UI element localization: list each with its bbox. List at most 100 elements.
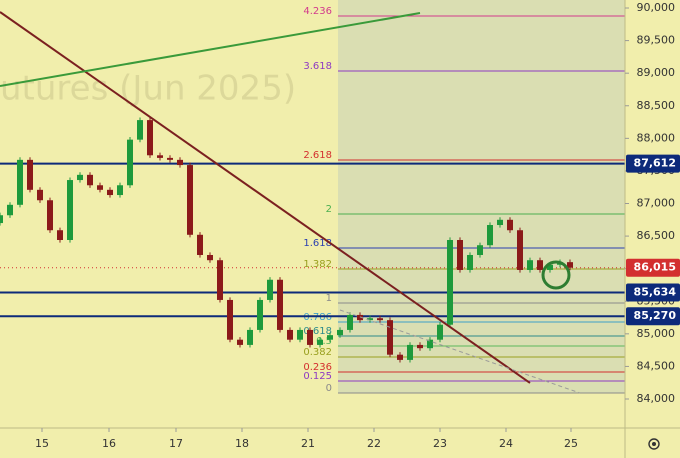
candle-body	[187, 165, 193, 235]
y-tick-label: 88,000	[637, 131, 676, 144]
candle-body	[427, 339, 433, 349]
y-tick-label: 84,500	[637, 359, 676, 372]
candle-body	[537, 260, 543, 270]
fib-label: 0.786	[303, 312, 332, 323]
candle-body	[357, 314, 363, 321]
candle-body	[207, 254, 213, 261]
fib-label: 2	[326, 204, 332, 215]
fib-label: 0.618	[303, 326, 332, 337]
candle-body	[127, 139, 133, 186]
fib-label: 1.618	[303, 238, 332, 249]
highlight-circle	[541, 260, 571, 290]
candle-body	[77, 174, 83, 181]
y-tick-label: 84,000	[637, 392, 676, 405]
candle-body	[287, 329, 293, 340]
price-label-box	[626, 154, 680, 173]
x-tick-label: 24	[499, 437, 513, 450]
candle-body	[397, 354, 403, 360]
candle-body	[267, 279, 273, 300]
x-tick-label: 16	[102, 437, 116, 450]
x-tick-label: 21	[301, 437, 315, 450]
price-label-box	[626, 307, 680, 326]
y-tick-label: 87,000	[637, 197, 676, 210]
fib-label: 4.236	[303, 6, 332, 17]
x-tick-label: 17	[169, 437, 183, 450]
candle-body	[437, 324, 443, 340]
candle-body	[307, 329, 313, 345]
candle-body	[297, 329, 303, 340]
y-tick-label: 88,500	[637, 99, 676, 112]
candle-body	[447, 240, 453, 325]
candle-body	[87, 174, 93, 186]
settings-icon[interactable]	[648, 438, 660, 450]
candle-body	[147, 120, 153, 156]
candle-body	[37, 189, 43, 201]
candle-body	[57, 230, 63, 241]
candle-body	[547, 264, 553, 270]
trendline	[0, 11, 531, 384]
price-label: 85,270	[634, 309, 677, 322]
candle-body	[567, 262, 573, 268]
fib-label: 1.382	[303, 259, 332, 270]
price-label-box	[626, 283, 680, 302]
candle-body	[17, 159, 23, 205]
candle-body	[47, 200, 53, 231]
candle-body	[407, 344, 413, 360]
candle-body	[247, 329, 253, 345]
fib-label: 0	[326, 383, 332, 394]
watermark: utures (Jun 2025)	[0, 69, 296, 109]
fib-label: 0.382	[303, 347, 332, 358]
y-tick-label: 89,000	[637, 66, 676, 79]
candle-body	[417, 344, 423, 349]
fib-label: 0.5	[316, 336, 332, 347]
candle-body	[327, 335, 333, 340]
x-tick-label: 22	[367, 437, 381, 450]
candle-body	[467, 254, 473, 270]
x-tick-label: 25	[564, 437, 578, 450]
candle-body	[157, 155, 163, 158]
fib-label: 3.618	[303, 61, 332, 72]
candle-body	[227, 299, 233, 340]
y-tick-label: 85,000	[637, 327, 676, 340]
fib-label: 0.125	[303, 371, 332, 382]
candle-body	[507, 219, 513, 231]
candle-body	[197, 234, 203, 255]
price-label: 85,634	[634, 286, 677, 299]
trendline	[339, 309, 581, 394]
candle-body	[27, 159, 33, 190]
candle-body	[387, 320, 393, 355]
y-tick-label: 86,500	[637, 229, 676, 242]
candle-body	[277, 279, 283, 330]
candle-body	[177, 159, 183, 166]
price-label: 87,612	[634, 157, 676, 170]
candle-body	[167, 157, 173, 160]
candle-body	[7, 204, 13, 216]
fib-label: 1	[326, 293, 332, 304]
candle-body	[217, 260, 223, 300]
trendline	[0, 12, 421, 88]
candle-body	[497, 219, 503, 226]
plot-area: utures (Jun 2025) 4.236 3.618 2.618 2 1.618 1.…	[0, 0, 625, 394]
candle-body	[317, 339, 323, 345]
x-tick-label: 23	[433, 437, 447, 450]
x-tick-label: 18	[235, 437, 249, 450]
candle-body	[137, 120, 143, 140]
candle-body	[67, 180, 73, 241]
fib-label: 0.236	[303, 362, 332, 373]
candle-body	[517, 230, 523, 270]
candle-body	[237, 339, 243, 345]
x-tick-label: 15	[35, 437, 49, 450]
candle-body	[337, 329, 343, 336]
candle-body	[257, 299, 263, 330]
y-tick-label: 90,000	[637, 1, 676, 14]
y-tick-label: 89,500	[637, 34, 676, 47]
fib-zone	[338, 0, 625, 394]
price-label: 86,015	[634, 261, 676, 274]
fib-label: 2.618	[303, 150, 332, 161]
candle-body	[117, 185, 123, 196]
candle-body	[377, 318, 383, 321]
candle-body	[367, 318, 373, 321]
candle-body	[457, 240, 463, 270]
candle-body	[107, 189, 113, 196]
